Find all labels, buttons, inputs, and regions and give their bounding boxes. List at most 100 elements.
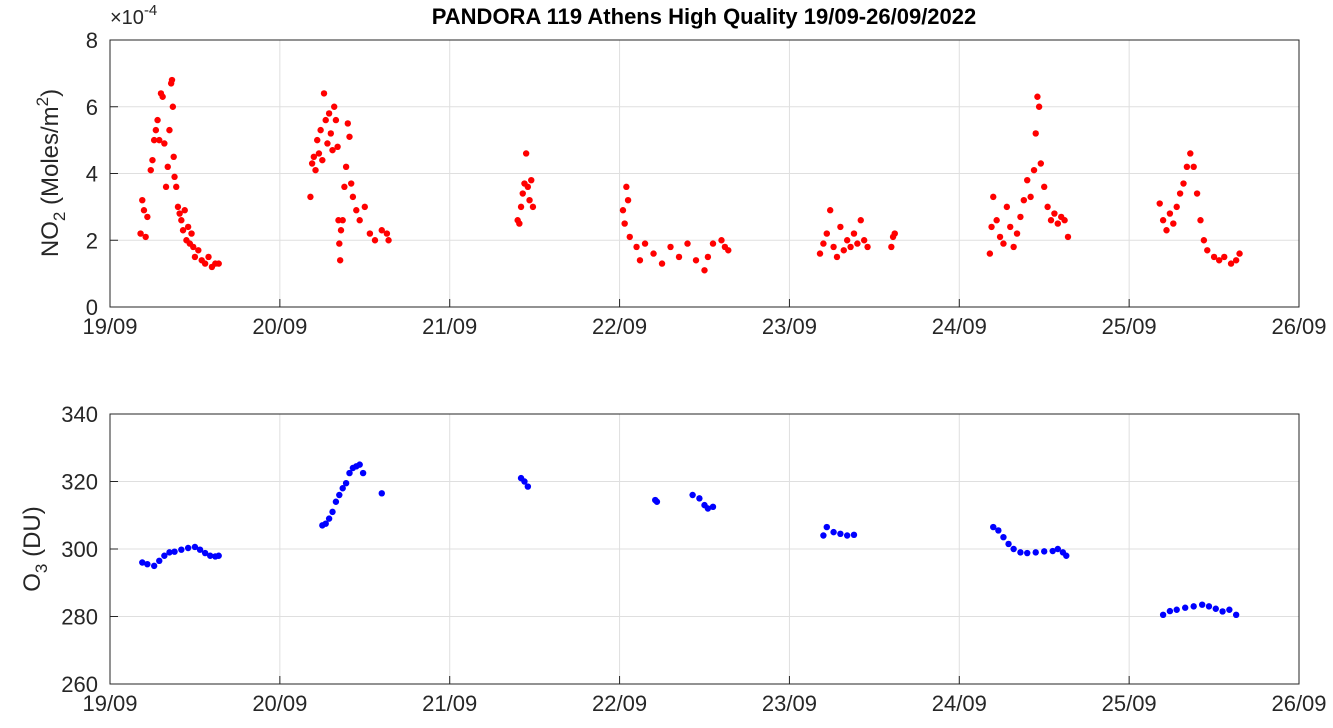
data-point [339, 485, 346, 492]
data-point [1032, 130, 1039, 137]
data-point [823, 523, 830, 531]
data-point [156, 557, 163, 565]
data-point [820, 240, 827, 247]
data-point [207, 552, 214, 559]
data-point [1210, 253, 1218, 261]
data-point [149, 156, 156, 164]
data-point [336, 257, 344, 264]
data-point [1200, 237, 1208, 244]
data-point [150, 562, 158, 570]
data-point [621, 220, 628, 227]
data-point [191, 543, 199, 551]
data-point [1003, 203, 1011, 211]
data-point [636, 257, 644, 264]
x-tick-label: 24/09 [932, 691, 987, 716]
data-point [522, 150, 530, 157]
data-point [833, 253, 841, 261]
data-point [826, 207, 834, 214]
data-point [162, 183, 170, 191]
data-point [169, 103, 177, 110]
data-point [524, 483, 532, 490]
data-point [196, 546, 204, 553]
data-point [988, 223, 995, 231]
data-point [168, 76, 176, 84]
data-point [178, 546, 185, 553]
data-point [181, 207, 188, 214]
data-point [823, 230, 830, 237]
data-point [1061, 217, 1068, 224]
y-tick-label: 340 [61, 402, 98, 427]
data-point [529, 203, 537, 211]
data-point [142, 233, 149, 241]
y-tick-label: 4 [86, 162, 98, 187]
data-point [1020, 197, 1028, 204]
data-point [1183, 163, 1191, 171]
x-tick-label: 23/09 [762, 691, 817, 716]
data-point [1017, 213, 1024, 221]
data-point [378, 227, 385, 234]
data-point [353, 207, 360, 214]
data-point [830, 528, 837, 536]
plot-frame [109, 39, 1300, 308]
data-point [179, 227, 187, 234]
data-point [1007, 223, 1014, 231]
x-tick-label: 20/09 [252, 691, 307, 716]
data-point [336, 240, 343, 247]
data-point [139, 197, 146, 204]
data-point [1205, 603, 1213, 610]
x-tick-label: 25/09 [1102, 314, 1157, 339]
data-point [178, 217, 185, 224]
data-point [331, 103, 338, 110]
data-point [314, 136, 321, 144]
data-point [1000, 240, 1007, 247]
y-axis-label-part: (Moles/m [37, 106, 64, 211]
data-point [1054, 545, 1062, 553]
data-point [857, 217, 864, 224]
data-point [1010, 243, 1017, 251]
data-point [366, 230, 374, 237]
data-point [864, 243, 871, 251]
no2-plot: 19/09 20/09 21/09 22/09 23/09 24/09 25/09 26/09… [82, 2, 1326, 339]
data-point [816, 250, 824, 257]
data-point [1204, 247, 1211, 254]
data-point [1034, 93, 1041, 100]
data-point [675, 253, 683, 261]
data-point [156, 136, 163, 144]
data-point [718, 237, 725, 244]
data-point [650, 250, 657, 257]
data-point [1173, 606, 1180, 613]
data-point [329, 508, 336, 516]
data-point [1212, 605, 1219, 612]
y-axis-label-part: 2 [33, 97, 52, 106]
data-point [383, 230, 391, 237]
data-point [1063, 552, 1070, 559]
x-tick-label: 21/09 [422, 314, 477, 339]
data-point [166, 126, 173, 134]
data-point [633, 243, 640, 251]
data-point [144, 560, 151, 568]
data-point [184, 544, 192, 552]
data-point [1005, 540, 1012, 548]
y-tick-label: 8 [86, 28, 98, 53]
data-point [1170, 220, 1177, 227]
data-point [1013, 230, 1021, 237]
data-point [201, 260, 209, 267]
data-point [1232, 257, 1240, 264]
data-point [191, 253, 199, 261]
data-point [854, 240, 861, 247]
data-point [184, 223, 192, 231]
data-point [696, 495, 703, 502]
y-tick-label: 2 [86, 228, 98, 253]
o3-plot: 19/09 20/09 21/09 22/09 23/09 24/09 25/09 26/09… [61, 402, 1326, 716]
data-point [139, 559, 146, 566]
data-point [347, 180, 355, 187]
x-tick-label: 23/09 [762, 314, 817, 339]
data-point [215, 552, 222, 559]
data-point [205, 253, 212, 261]
y-tick-label: 260 [61, 672, 98, 697]
data-point [332, 116, 340, 124]
data-point [341, 183, 348, 191]
data-point [332, 498, 340, 505]
data-point [830, 243, 837, 251]
